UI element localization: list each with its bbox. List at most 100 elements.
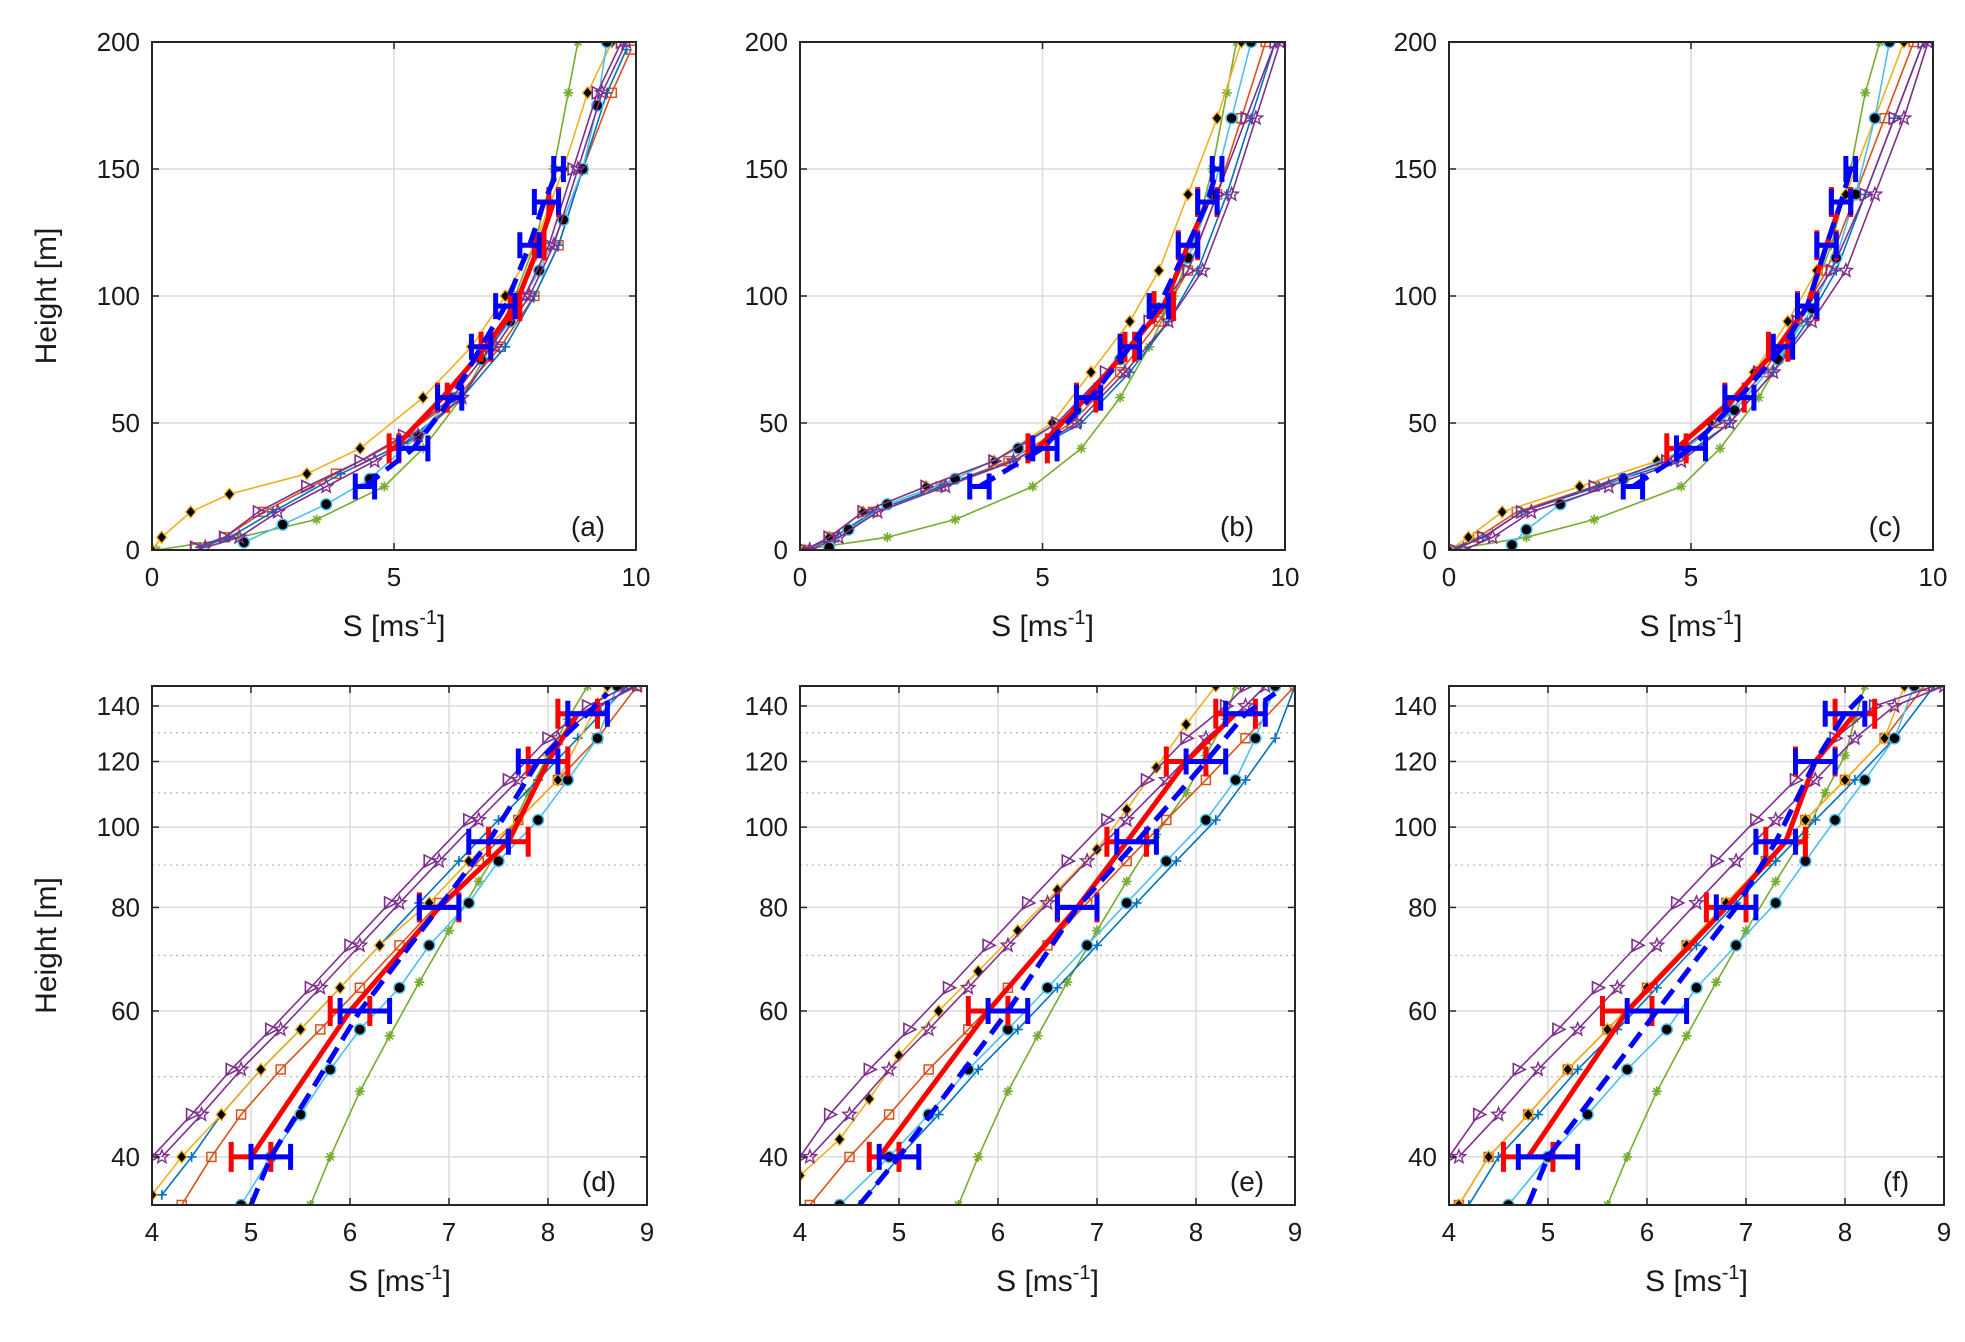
errorbar-blue-dashed-mean [435, 384, 465, 411]
marker-black-diamond-orange [601, 686, 614, 694]
marker-black-diamond-orange [294, 1022, 307, 1037]
errorbar-blue-dashed-mean [1175, 232, 1201, 259]
y-tick-label: 0 [126, 535, 140, 565]
marker-green-asterisk [1860, 87, 1871, 98]
marker-black-circle-cyan [531, 813, 545, 827]
marker-purple-star [1885, 697, 1904, 714]
errorbar-blue-dashed-mean [967, 473, 992, 500]
marker-black-circle-cyan [1505, 538, 1519, 550]
x-axis-label: S [ms-1] [991, 607, 1094, 643]
panel-label: (e) [1230, 1166, 1264, 1197]
x-tick-label: 8 [541, 1217, 555, 1247]
marker-green-asterisk [1711, 977, 1722, 988]
y-tick-label: 200 [97, 27, 140, 57]
errorbar-blue-dashed-mean [1828, 189, 1854, 216]
marker-purple-triangle [1552, 1022, 1567, 1037]
marker-black-circle-cyan [591, 732, 604, 745]
marker-purple-star [1767, 811, 1785, 828]
marker-green-asterisk [1753, 392, 1764, 403]
marker-orange-square [631, 686, 643, 692]
marker-purple-triangle [903, 1022, 918, 1037]
marker-black-circle-cyan [1690, 981, 1703, 995]
marker-purple-star [1837, 261, 1855, 278]
marker-orange-square [275, 1064, 286, 1075]
marker-green-asterisk [882, 532, 893, 543]
marker-purple-triangle [383, 895, 399, 911]
marker-purple-triangle [185, 1107, 201, 1122]
x-tick-label: 8 [1189, 1217, 1203, 1247]
marker-blue-plus [1052, 982, 1063, 993]
marker-green-asterisk [1121, 876, 1132, 887]
x-tick-label: 4 [1442, 1217, 1456, 1247]
marker-green-asterisk [1622, 1151, 1633, 1162]
marker-green-asterisk [325, 1151, 336, 1162]
marker-green-asterisk [384, 1030, 395, 1041]
marker-purple-triangle [1670, 895, 1686, 911]
errorbar-blue-dashed-mean [248, 1143, 294, 1170]
series-line-red-mean [877, 711, 1238, 1159]
errorbar-blue-dashed-mean [1673, 435, 1709, 462]
marker-purple-star [869, 502, 887, 520]
marker-purple-triangle [354, 453, 369, 469]
marker-black-circle-cyan [1199, 813, 1213, 827]
marker-black-circle-cyan [1769, 896, 1782, 910]
y-tick-label: 150 [1394, 154, 1437, 184]
marker-purple-star [272, 1020, 290, 1037]
panel-e: 4 5 6 7 8 9 40 60 80 100 120 140 S [ms-1] (e) [745, 685, 1302, 1298]
marker-purple-star [545, 236, 563, 253]
marker-green-asterisk [473, 876, 484, 887]
marker-purple-triangle [265, 1022, 280, 1037]
x-tick-label: 10 [1919, 562, 1948, 592]
x-tick-label: 4 [145, 1217, 159, 1247]
marker-black-diamond-orange [1120, 802, 1133, 817]
marker-purple-star [1569, 1020, 1587, 1037]
marker-black-diamond-orange [301, 466, 313, 481]
errorbar-blue-dashed-mean [1770, 333, 1796, 360]
marker-black-diamond-orange [1123, 314, 1136, 329]
marker-green-asterisk [1092, 925, 1102, 936]
series-line-blue-dashed-mean [978, 168, 1220, 489]
marker-purple-star [569, 160, 587, 177]
marker-black-circle-cyan [319, 498, 333, 511]
marker-black-diamond-orange [1211, 111, 1223, 126]
marker-purple-star [621, 42, 632, 50]
y-tick-label: 50 [1408, 408, 1437, 438]
errorbar-blue-dashed-mean [515, 748, 561, 775]
marker-black-circle-cyan [422, 939, 436, 952]
marker-green-asterisk [1676, 481, 1687, 492]
marker-black-circle-cyan [1249, 732, 1262, 745]
marker-purple-triangle [621, 686, 636, 694]
marker-purple-star [1236, 697, 1255, 714]
marker-black-diamond-orange [1453, 1197, 1465, 1205]
marker-purple-star [366, 452, 384, 469]
errorbar-blue-dashed-mean [985, 997, 1031, 1024]
marker-black-circle-cyan [1908, 686, 1921, 693]
marker-green-asterisk [1062, 977, 1073, 988]
marker-purple-star [631, 686, 643, 694]
x-tick-label: 8 [1838, 1217, 1852, 1247]
errorbar-blue-dashed-mean [531, 189, 562, 216]
marker-purple-triangle [344, 938, 359, 953]
marker-black-diamond-orange [1878, 731, 1891, 746]
series-group [152, 42, 636, 550]
errorbar-blue-dashed-mean [1822, 700, 1868, 727]
errorbar-blue-dashed-mean [1209, 156, 1225, 182]
marker-purple-triangle [863, 1062, 879, 1077]
series-line-purple-triangle [800, 686, 1247, 1158]
marker-purple-triangle [1888, 110, 1904, 126]
series-line-blue-dashed-mean [1525, 691, 1867, 1205]
x-tick-label: 9 [640, 1217, 654, 1247]
marker-purple-triangle [1750, 812, 1765, 828]
marker-blue-plus [156, 1189, 167, 1200]
marker-purple-triangle [1182, 263, 1197, 278]
errorbar-blue-dashed-mean [517, 232, 542, 259]
marker-black-diamond-orange [1898, 686, 1911, 694]
marker-black-circle-cyan [353, 1023, 367, 1036]
marker-black-diamond-orange [417, 390, 429, 405]
marker-purple-star [1078, 852, 1096, 869]
series-group [1449, 42, 1933, 550]
marker-orange-square [206, 1151, 217, 1163]
marker-purple-star [1608, 978, 1626, 995]
marker-black-diamond-orange [932, 1003, 945, 1019]
errorbar-blue-dashed-mean [876, 1143, 922, 1170]
